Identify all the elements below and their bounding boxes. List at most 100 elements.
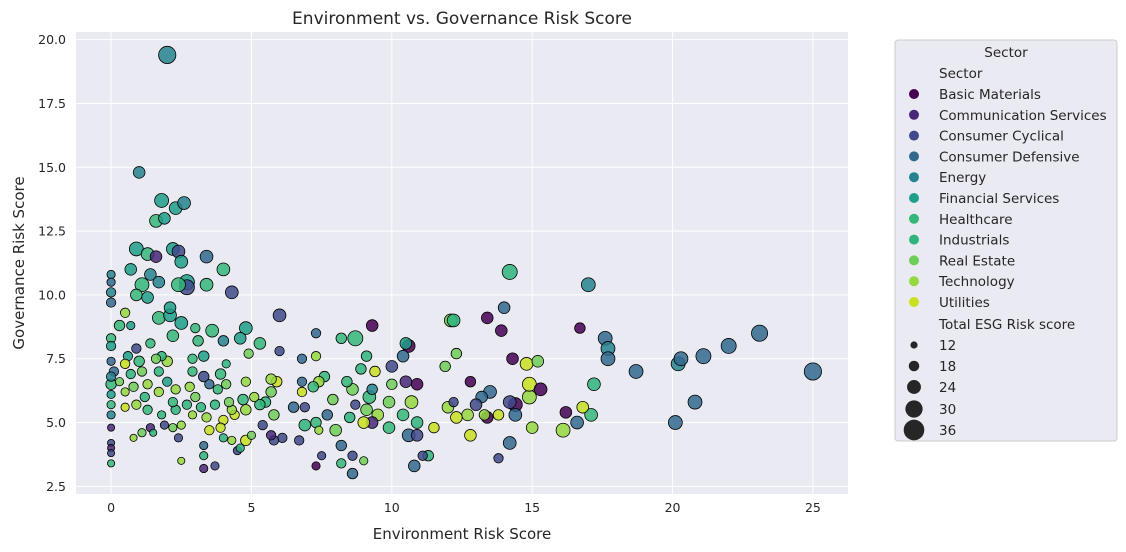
x-tick-label: 5: [247, 500, 255, 515]
data-point: [205, 323, 219, 338]
data-point: [265, 386, 277, 398]
data-point: [751, 324, 769, 342]
data-point: [105, 287, 117, 298]
data-point: [133, 355, 145, 367]
data-point: [217, 335, 230, 347]
data-point: [145, 338, 156, 349]
data-point: [493, 453, 504, 464]
legend-sector-label: Real Estate: [939, 253, 1015, 269]
legend-marker: [909, 276, 919, 287]
data-point: [167, 396, 178, 408]
data-point: [215, 422, 226, 433]
legend-marker: [909, 151, 919, 162]
data-point: [428, 421, 440, 434]
data-point: [129, 433, 138, 442]
data-point: [171, 277, 186, 293]
data-point: [106, 277, 116, 287]
data-point: [600, 351, 616, 367]
data-point: [124, 263, 137, 276]
data-point: [628, 364, 644, 379]
data-point: [310, 328, 322, 339]
data-point: [190, 391, 201, 403]
y-axis-ticks: 2.5 5.0 7.5 10.0 12.5 15.0 17.5 20.0: [38, 32, 66, 494]
legend-size-label: 30: [939, 402, 956, 418]
data-point: [385, 360, 399, 373]
data-point: [174, 316, 189, 330]
legend-size-marker: [908, 360, 920, 372]
data-point: [369, 365, 381, 378]
data-point: [149, 250, 163, 263]
data-point: [335, 439, 347, 452]
data-point: [126, 320, 136, 331]
data-point: [481, 311, 494, 325]
data-point: [478, 409, 491, 421]
legend-marker: [909, 297, 919, 307]
data-point: [204, 379, 215, 390]
data-point: [152, 311, 166, 325]
data-point: [106, 269, 116, 280]
data-point: [144, 268, 157, 281]
data-point: [253, 337, 267, 350]
data-point: [570, 415, 584, 430]
data-point: [128, 381, 139, 392]
data-point: [555, 422, 571, 438]
legend-marker: [909, 234, 919, 245]
data-point: [170, 384, 181, 395]
data-point: [162, 376, 173, 387]
data-point: [508, 408, 523, 422]
data-point: [360, 403, 373, 417]
legend-sector-label: Communication Services: [939, 108, 1107, 124]
data-point: [502, 436, 517, 450]
data-point: [382, 395, 396, 409]
data-point: [235, 443, 245, 453]
data-point: [464, 376, 477, 388]
data-point: [130, 288, 143, 302]
data-point: [277, 432, 288, 443]
data-point: [142, 379, 153, 390]
data-point: [687, 394, 703, 410]
data-point: [450, 411, 463, 424]
data-point: [159, 420, 169, 430]
data-point: [174, 254, 189, 269]
legend-size-title: Total ESG Risk score: [938, 317, 1075, 333]
data-points: [105, 45, 822, 480]
legend-size-entries: 12 18 24 30 36: [903, 338, 956, 441]
data-point: [113, 319, 126, 332]
data-point: [199, 440, 209, 451]
data-point: [268, 409, 280, 421]
data-point: [695, 348, 712, 365]
data-point: [198, 370, 210, 383]
legend-size-marker: [905, 400, 923, 418]
data-point: [299, 402, 310, 413]
data-point: [177, 456, 186, 465]
legend-sector-label: Basic Materials: [939, 87, 1041, 103]
legend-sector-label: Industrials: [939, 233, 1009, 249]
data-point: [187, 366, 198, 377]
y-axis-label: Governance Risk Score: [10, 176, 28, 349]
data-point: [106, 400, 116, 410]
data-point: [580, 277, 596, 293]
data-point: [587, 377, 601, 392]
legend-marker: [909, 130, 919, 141]
data-point: [350, 399, 361, 410]
data-point: [184, 381, 195, 392]
data-point: [357, 416, 370, 429]
legend-sector-label: Consumer Defensive: [939, 149, 1080, 165]
data-point: [382, 421, 396, 434]
data-point: [218, 433, 228, 443]
x-axis-ticks: 0 5 10 15 20 25: [107, 500, 821, 515]
data-point: [210, 461, 220, 471]
data-point: [327, 393, 339, 406]
data-point: [120, 358, 131, 369]
data-point: [469, 398, 483, 411]
data-point: [199, 451, 209, 461]
data-point: [227, 435, 237, 445]
data-point: [243, 348, 254, 359]
data-point: [265, 430, 277, 441]
data-point: [296, 386, 308, 398]
data-point: [311, 461, 321, 471]
legend-sector-label: Energy: [939, 170, 986, 186]
data-point: [120, 307, 131, 318]
data-point: [335, 332, 347, 344]
